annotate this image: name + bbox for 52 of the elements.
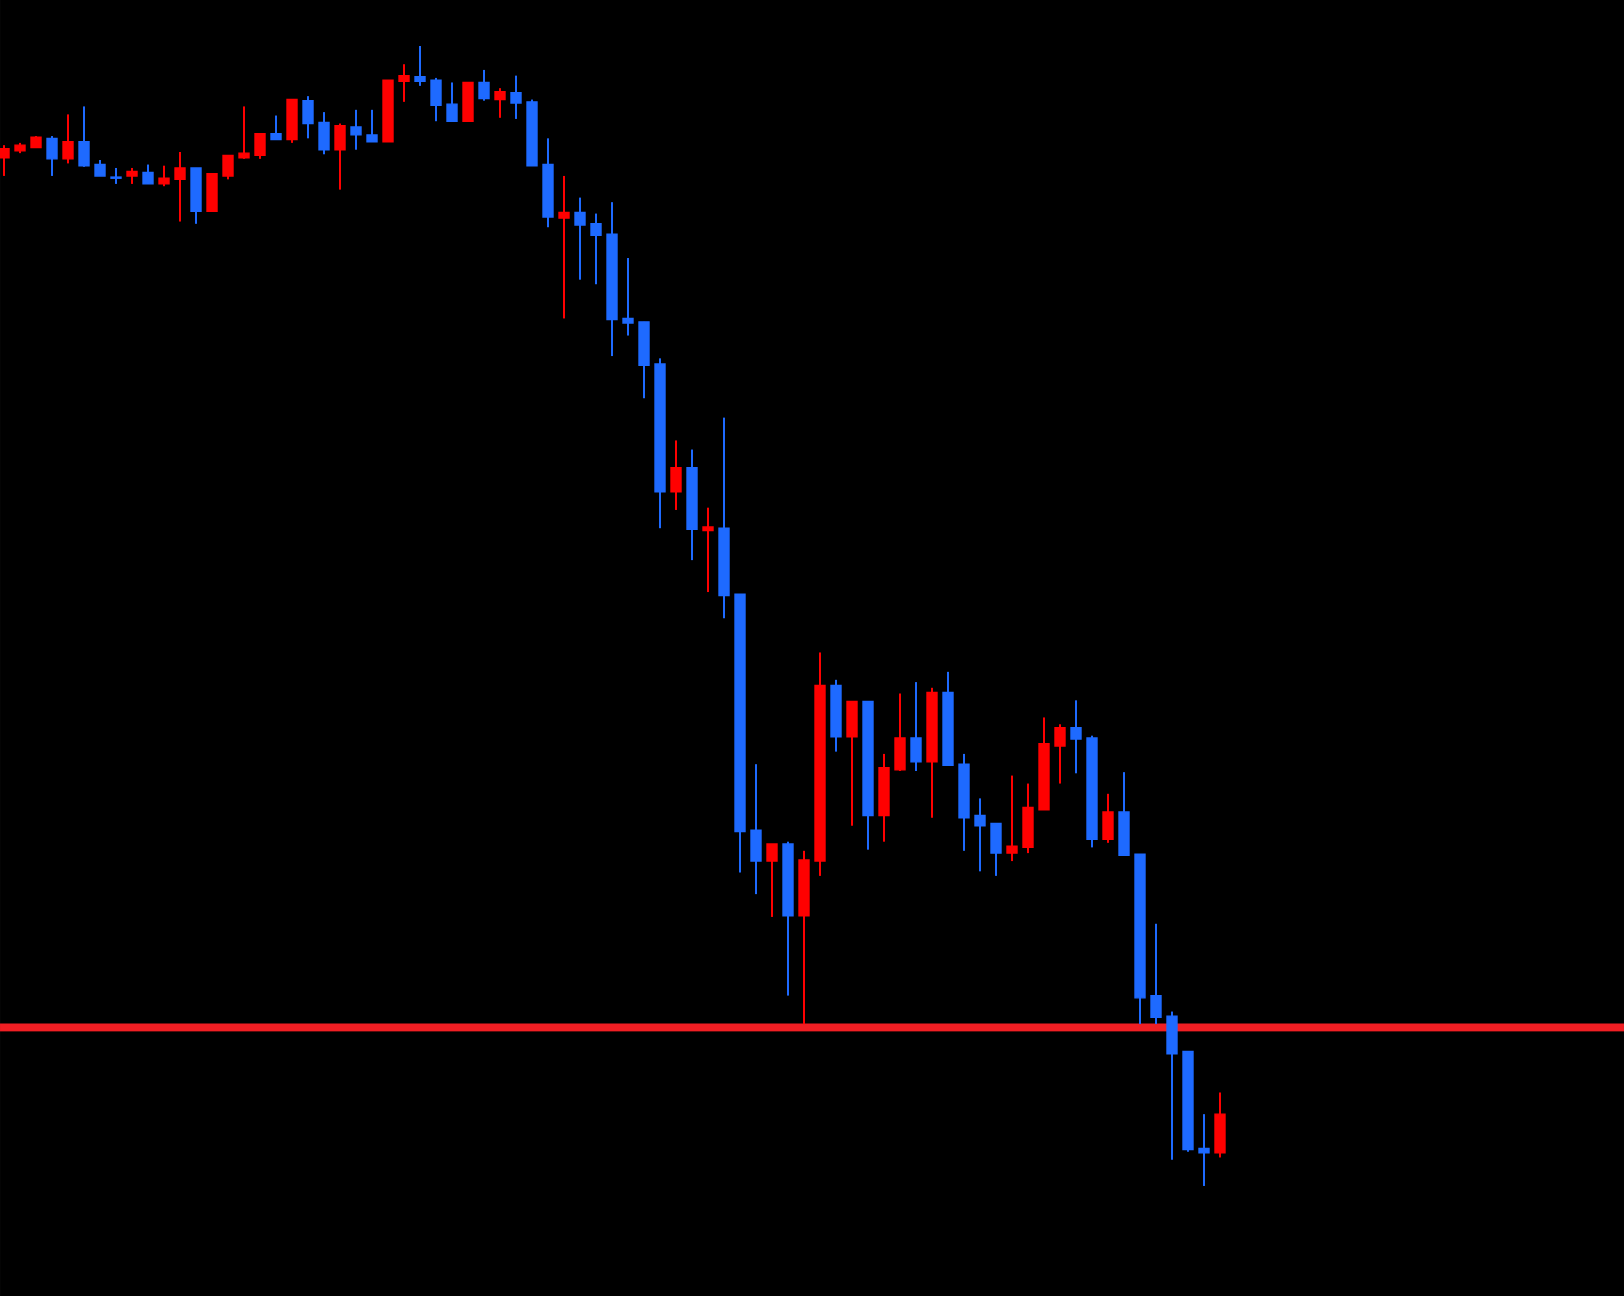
candlestick	[1214, 1091, 1226, 1159]
candlestick	[1118, 771, 1130, 857]
candlestick	[974, 797, 986, 873]
candlestick	[190, 166, 202, 225]
candlestick	[46, 135, 58, 177]
candlestick	[78, 105, 90, 168]
candlestick	[414, 44, 426, 87]
candlestick	[1070, 699, 1082, 775]
candlestick	[510, 74, 522, 120]
candlestick	[206, 172, 218, 212]
candlestick	[702, 506, 714, 594]
candlestick	[1166, 1010, 1178, 1161]
candlestick	[622, 257, 634, 337]
candlestick	[1022, 782, 1034, 855]
candlestick	[430, 76, 442, 123]
candlestick	[478, 68, 490, 102]
candlestick	[638, 320, 650, 400]
candlestick	[334, 122, 346, 191]
candlestick	[558, 174, 570, 320]
candlestick	[1198, 1113, 1210, 1187]
candlestick	[1054, 723, 1066, 785]
candlestick	[670, 439, 682, 511]
candlestick	[270, 114, 282, 141]
candlestick	[878, 752, 890, 843]
candlestick	[894, 692, 906, 773]
candlestick	[910, 681, 922, 773]
candlestick	[174, 151, 186, 223]
candlestick	[238, 105, 250, 160]
candlestick	[302, 95, 314, 140]
candlestick	[1006, 774, 1018, 863]
candlestick	[0, 144, 10, 177]
candlestick	[286, 98, 298, 144]
candlestick	[398, 63, 410, 103]
candlestick	[574, 196, 586, 281]
candlestick	[494, 87, 506, 119]
candlestick	[254, 132, 266, 160]
candlestick	[1102, 792, 1114, 844]
candlestick	[318, 111, 330, 156]
candlestick	[462, 81, 474, 122]
candlestick	[446, 81, 458, 123]
candlestick	[366, 108, 378, 143]
candlestick	[1150, 922, 1162, 1026]
candlestick	[62, 113, 74, 165]
candlestick	[590, 212, 602, 286]
candlestick	[750, 763, 762, 896]
candlestick	[846, 700, 858, 827]
candlestick	[766, 842, 778, 918]
candlestick	[158, 164, 170, 188]
candlestick	[142, 163, 154, 185]
candlestick	[222, 154, 234, 181]
candlestick	[350, 108, 362, 151]
candlestick	[990, 822, 1002, 877]
